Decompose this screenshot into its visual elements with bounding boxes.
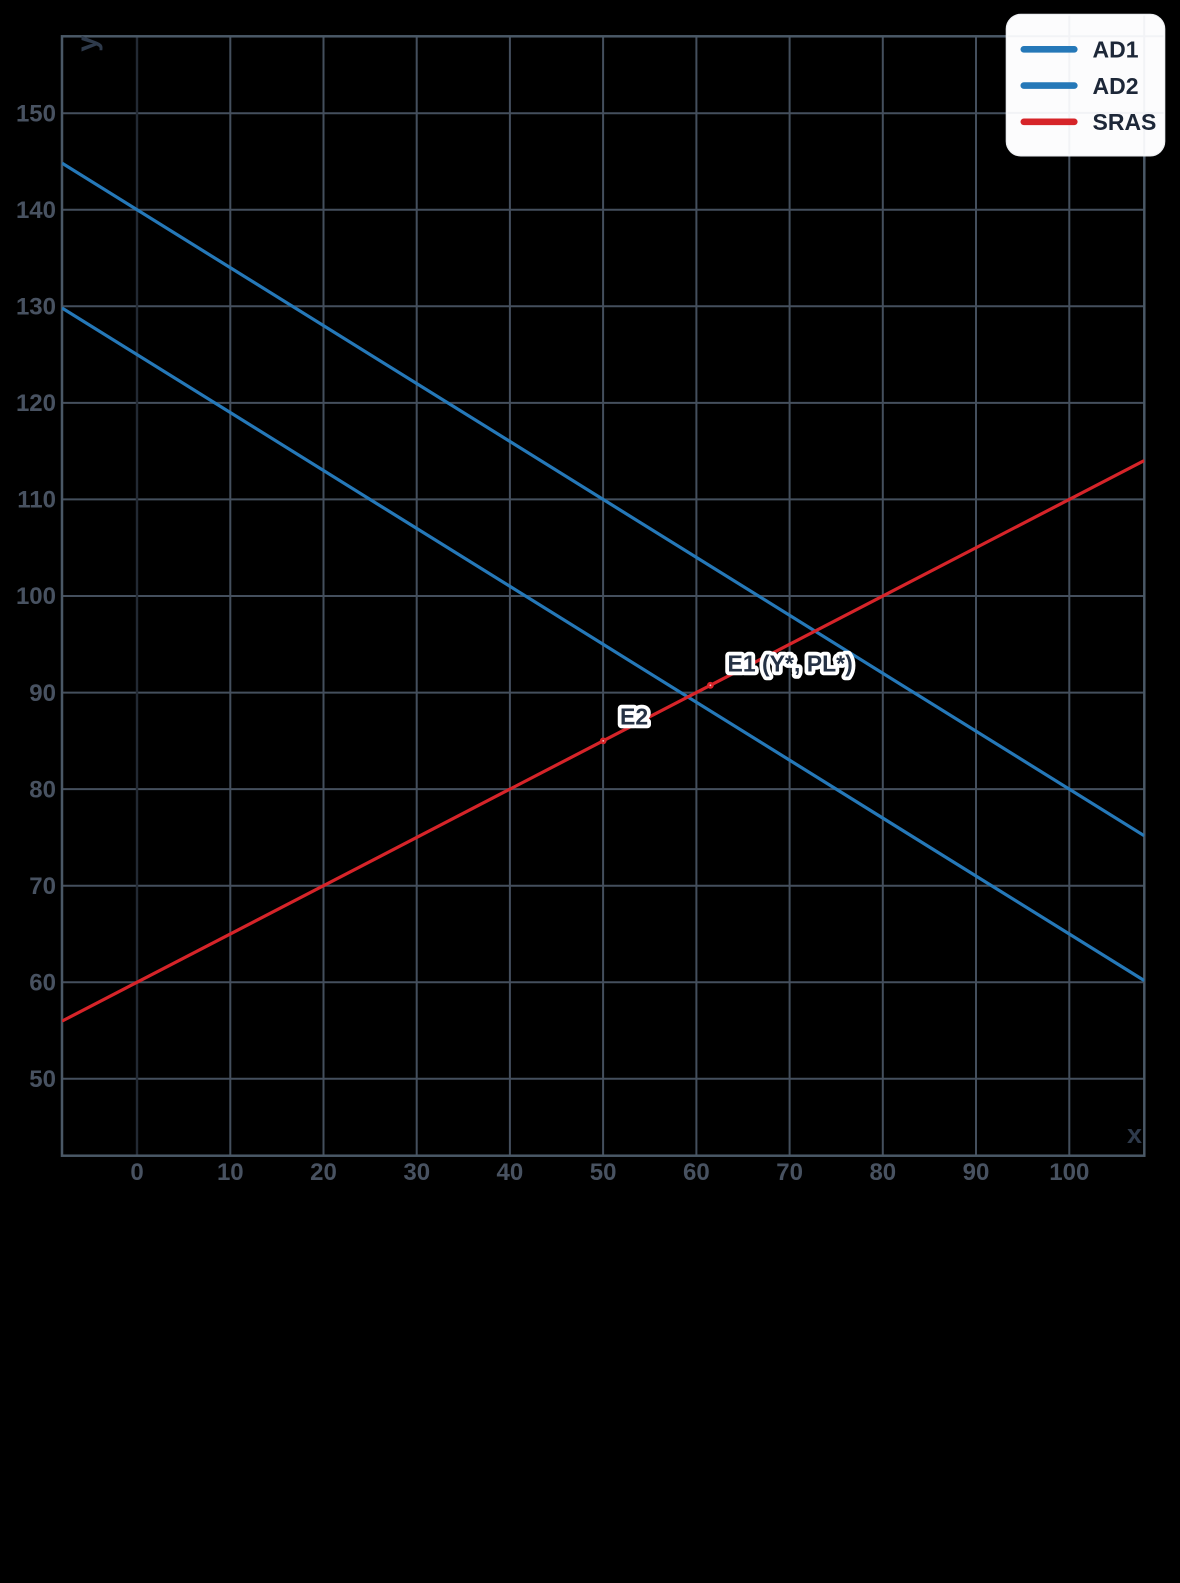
svg-text:30: 30 [403, 1159, 430, 1186]
svg-text:100: 100 [16, 583, 56, 610]
svg-text:E1 (Y*, PL*): E1 (Y*, PL*) [728, 651, 853, 677]
svg-text:SRAS: SRAS [1093, 109, 1157, 135]
svg-text:AD2: AD2 [1093, 73, 1139, 99]
svg-text:130: 130 [16, 294, 56, 321]
svg-text:90: 90 [963, 1159, 990, 1186]
svg-text:AD1: AD1 [1093, 37, 1139, 63]
svg-text:60: 60 [29, 970, 56, 997]
svg-text:50: 50 [29, 1066, 56, 1093]
svg-text:y: y [71, 36, 103, 52]
svg-text:110: 110 [17, 487, 56, 514]
svg-text:120: 120 [16, 390, 56, 417]
svg-text:80: 80 [29, 776, 56, 803]
svg-text:70: 70 [776, 1159, 803, 1186]
svg-text:140: 140 [16, 197, 56, 224]
svg-text:150: 150 [16, 100, 56, 127]
svg-text:100: 100 [1049, 1159, 1089, 1186]
svg-text:60: 60 [683, 1159, 710, 1186]
svg-text:50: 50 [590, 1159, 617, 1186]
svg-text:20: 20 [310, 1159, 337, 1186]
svg-text:E2: E2 [620, 703, 648, 729]
svg-text:80: 80 [869, 1159, 896, 1186]
svg-text:40: 40 [497, 1159, 524, 1186]
svg-text:x: x [1127, 1119, 1142, 1149]
svg-text:70: 70 [29, 873, 56, 900]
svg-text:0: 0 [130, 1159, 143, 1186]
svg-text:10: 10 [217, 1159, 244, 1186]
svg-text:90: 90 [29, 680, 56, 707]
